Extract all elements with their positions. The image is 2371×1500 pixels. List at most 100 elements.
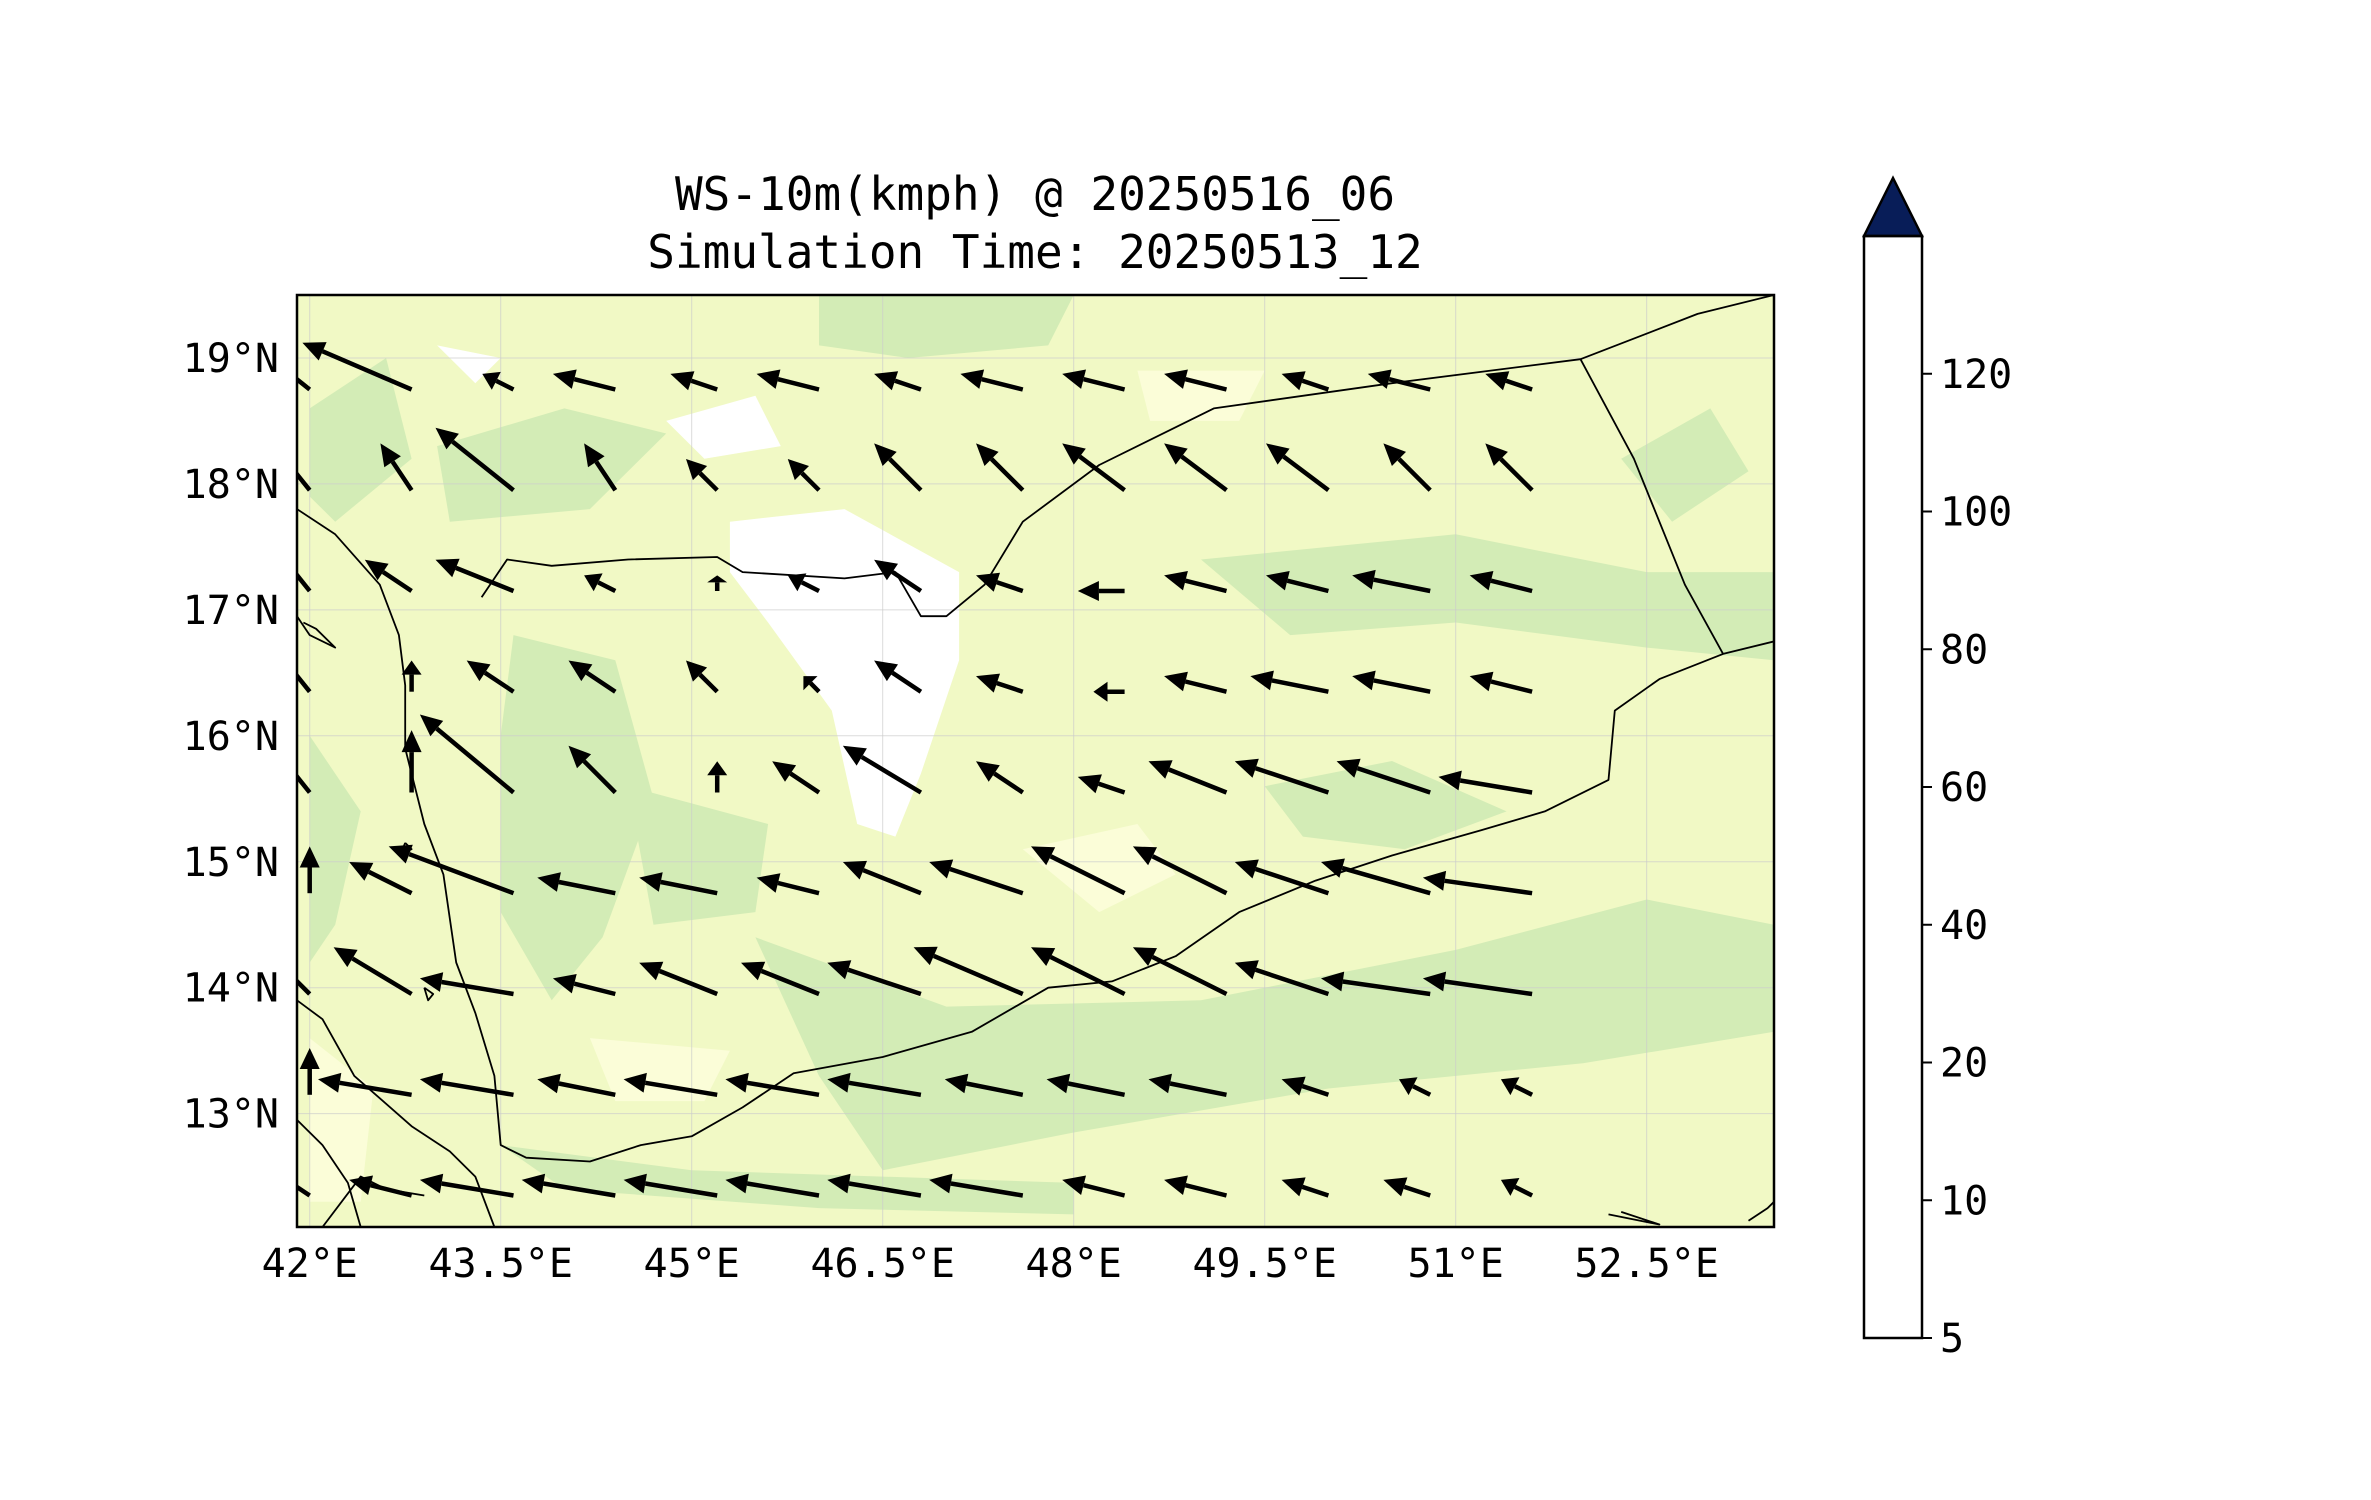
longitude-tick-label: 48°E xyxy=(1026,1241,1122,1287)
wind-arrow xyxy=(401,730,422,793)
wind-arrow xyxy=(1422,870,1533,896)
wind-arrow xyxy=(1281,1076,1330,1097)
wind-arrow xyxy=(435,558,515,594)
wind-arrow xyxy=(380,443,414,492)
wind-arrow xyxy=(537,872,616,896)
wind-arrow xyxy=(874,443,923,492)
wind-arrow xyxy=(1422,971,1533,997)
map-title-line1: WS-10m(kmph) @ 20250516_06 xyxy=(675,167,1395,221)
wind-arrow xyxy=(686,459,719,492)
wind-arrow xyxy=(1250,670,1329,694)
wind-arrow xyxy=(1031,947,1126,997)
wind-arrow xyxy=(1132,947,1228,997)
island xyxy=(423,986,435,1002)
wind-arrow xyxy=(803,676,821,694)
wind-arrow xyxy=(725,1173,820,1198)
wind-arrow xyxy=(639,961,719,997)
wind-arrow xyxy=(318,267,412,289)
wind-arrow xyxy=(1281,1177,1330,1198)
wind-arrow xyxy=(1046,1073,1126,1098)
wind-arrow xyxy=(1234,758,1330,795)
wind-arrow xyxy=(466,660,515,694)
wind-arrow xyxy=(976,761,1025,795)
map-panel: 42°E 43.5°E 45°E 46.5°E 48°E 49.5°E 51°E 52.5°E… xyxy=(183,211,1776,1287)
wind-arrow xyxy=(419,1072,514,1098)
wind-arrow xyxy=(1234,960,1330,997)
wind-arrow xyxy=(482,371,515,392)
wind-arrow xyxy=(297,470,312,492)
wind-arrow xyxy=(929,1173,1024,1198)
colorbar-level-label: 40 xyxy=(1940,903,1988,949)
wind-arrow xyxy=(1148,760,1228,795)
wind-arrow xyxy=(787,459,821,492)
wind-arrow xyxy=(842,860,922,896)
wind-arrow xyxy=(318,1072,412,1098)
wind-arrow xyxy=(1367,369,1431,392)
wind-arrow xyxy=(741,961,820,997)
wind-arrow xyxy=(552,369,616,392)
wind-arrow xyxy=(1234,859,1330,896)
socotra-island xyxy=(1748,1201,1774,1222)
wind-arrow xyxy=(1281,371,1330,392)
speed-area xyxy=(309,735,361,963)
latitude-tick-label: 15°N xyxy=(183,840,279,886)
speed-area xyxy=(309,358,412,522)
wind-arrow xyxy=(333,947,413,996)
longitude-tick-label: 45°E xyxy=(644,1241,740,1287)
wind-arrow xyxy=(1164,443,1228,493)
latitude-ticks: 19°N 18°N 17°N 16°N 15°N 14°N 13°N xyxy=(183,336,279,1138)
wind-arrow xyxy=(299,1048,320,1095)
wind-arrow xyxy=(1352,569,1431,594)
wind-arrow xyxy=(584,573,617,594)
speed-area xyxy=(1022,824,1176,913)
eritrea-djibouti-border xyxy=(297,1119,362,1227)
longitude-ticks: 42°E 43.5°E 45°E 46.5°E 48°E 49.5°E 51°E 52.5°E xyxy=(262,1241,1719,1287)
wind-arrow xyxy=(1352,670,1431,694)
wind-arrow xyxy=(1383,1177,1431,1198)
wind-vectors xyxy=(263,211,1534,1198)
wind-arrow xyxy=(1062,1175,1126,1198)
map-title-line2: Simulation Time: 20250513_12 xyxy=(647,225,1422,279)
saudi-yemen-border xyxy=(480,295,1774,618)
wind-arrow xyxy=(1077,774,1126,795)
colorbar-level-label: 120 xyxy=(1940,352,2012,398)
speed-area xyxy=(500,635,654,1001)
latitude-tick-label: 18°N xyxy=(183,462,279,508)
speed-area xyxy=(1137,370,1265,421)
wind-arrow xyxy=(1485,443,1534,492)
wind-arrow xyxy=(1266,443,1330,493)
yemen-oman-border xyxy=(1579,358,1724,655)
wind-arrow xyxy=(874,660,923,694)
wind-arrow xyxy=(874,559,923,593)
speed-area xyxy=(589,1038,730,1102)
wind-arrow xyxy=(827,1173,922,1198)
wind-arrow xyxy=(670,371,718,392)
wind-arrow xyxy=(1164,1175,1228,1198)
africa-coastline xyxy=(297,999,496,1227)
wind-arrow xyxy=(1438,770,1533,795)
longitude-tick-label: 43.5°E xyxy=(428,1241,573,1287)
wind-arrow xyxy=(787,573,821,594)
wind-arrow xyxy=(623,1173,718,1198)
wind-arrow xyxy=(623,1072,718,1098)
latitude-tick-label: 14°N xyxy=(183,966,279,1012)
wind-arrow xyxy=(1500,1077,1534,1097)
wind-arrow xyxy=(299,846,320,894)
wind-arrow xyxy=(827,960,922,997)
wind-arrow xyxy=(263,211,310,289)
wind-arrow xyxy=(388,844,515,896)
colorbar-labels: 5 10 20 40 60 80 100 120 xyxy=(1922,352,2012,1362)
wind-arrow xyxy=(1132,846,1228,896)
wind-arrow xyxy=(1031,846,1126,896)
wind-arrow xyxy=(1164,671,1228,694)
wind-arrow xyxy=(302,342,413,392)
wind-arrow xyxy=(364,559,413,593)
wind-arrow xyxy=(569,271,616,290)
wind-arrow xyxy=(297,773,312,794)
wind-arrow xyxy=(725,1072,820,1098)
latitude-tick-label: 16°N xyxy=(183,714,279,760)
wind-arrow xyxy=(419,714,515,795)
colorbar: 5 10 20 40 60 80 100 120 xyxy=(1861,175,2012,1362)
wind-arrow xyxy=(874,371,922,392)
